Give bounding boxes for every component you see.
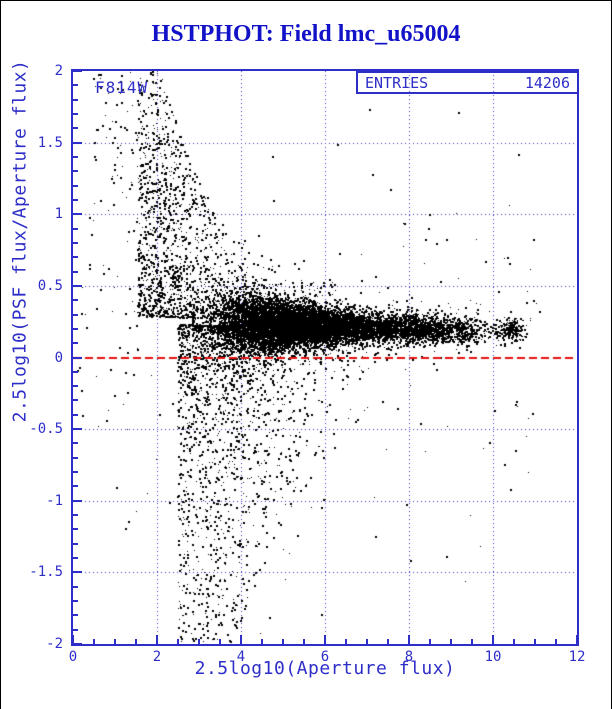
x-tick xyxy=(450,639,452,644)
plot-frame: F814W xyxy=(71,69,579,646)
x-tick xyxy=(345,639,347,644)
y-tick xyxy=(73,328,78,330)
x-tick xyxy=(177,639,179,644)
y-tick xyxy=(73,586,78,588)
x-axis-title: 2.5log10(Aperture flux) xyxy=(194,658,456,679)
y-tick xyxy=(73,142,82,144)
y-tick xyxy=(73,99,78,101)
x-tick xyxy=(366,639,368,644)
x-tick xyxy=(555,639,557,644)
y-tick xyxy=(73,314,78,316)
x-tick xyxy=(114,639,116,644)
y-tick xyxy=(73,385,78,387)
x-tick xyxy=(387,639,389,644)
y-tick xyxy=(73,543,78,545)
y-tick-label: -2 xyxy=(46,636,63,652)
y-tick xyxy=(73,113,78,115)
y-tick-label: -1.5 xyxy=(29,564,63,581)
x-tick-label: 0 xyxy=(68,649,78,665)
y-tick xyxy=(73,170,78,172)
y-tick xyxy=(73,528,78,530)
x-tick xyxy=(408,635,410,644)
x-tick xyxy=(471,639,473,644)
y-tick xyxy=(73,357,82,359)
scatter-plot-canvas xyxy=(73,71,577,644)
x-tick xyxy=(492,635,494,644)
y-tick xyxy=(73,629,78,631)
y-tick xyxy=(73,228,78,230)
y-tick xyxy=(73,600,78,602)
y-tick-label: 2 xyxy=(54,63,63,79)
y-tick xyxy=(73,285,82,287)
y-tick xyxy=(73,614,78,616)
y-tick-label: 0.5 xyxy=(37,277,63,294)
y-tick-label: 1 xyxy=(54,206,63,223)
y-tick xyxy=(73,471,78,473)
entries-box: ENTRIES 14206 xyxy=(356,71,579,94)
y-tick-label: -0.5 xyxy=(29,421,63,438)
y-tick xyxy=(73,500,82,502)
y-tick xyxy=(73,199,78,201)
x-tick xyxy=(240,635,242,644)
y-tick xyxy=(73,399,78,401)
x-tick xyxy=(135,639,137,644)
y-tick xyxy=(73,485,78,487)
x-tick xyxy=(219,639,221,644)
y-tick xyxy=(73,514,78,516)
y-tick-label: -1 xyxy=(46,492,63,509)
x-tick xyxy=(93,639,95,644)
x-tick-label: 2 xyxy=(152,649,162,665)
y-tick xyxy=(73,84,78,86)
y-tick-label: 1.5 xyxy=(37,134,63,151)
x-tick-label: 6 xyxy=(320,649,330,665)
x-tick xyxy=(261,639,263,644)
y-axis-title: 2.5log10(PSF flux/Aperture flux) xyxy=(9,59,31,423)
y-tick xyxy=(73,242,78,244)
x-tick-label: 4 xyxy=(236,649,246,665)
x-tick-label: 10 xyxy=(484,649,502,665)
y-tick xyxy=(73,127,78,129)
y-tick xyxy=(73,256,78,258)
y-tick xyxy=(73,557,78,559)
y-tick xyxy=(73,185,78,187)
entries-value: 14206 xyxy=(524,73,570,92)
y-tick xyxy=(73,571,82,573)
x-tick xyxy=(534,639,536,644)
y-tick xyxy=(73,457,78,459)
y-tick xyxy=(73,371,78,373)
filter-label: F814W xyxy=(95,78,149,97)
y-tick xyxy=(73,70,82,72)
page-title: HSTPHOT: Field lmc_u65004 xyxy=(151,21,461,47)
y-tick xyxy=(73,428,82,430)
x-tick xyxy=(576,635,578,644)
y-tick xyxy=(73,643,82,645)
y-tick-label: 0 xyxy=(54,349,63,366)
x-tick xyxy=(429,639,431,644)
x-tick-label: 12 xyxy=(568,649,586,665)
x-tick xyxy=(303,639,305,644)
y-tick xyxy=(73,299,78,301)
y-tick xyxy=(73,342,78,344)
x-tick xyxy=(72,635,74,644)
y-tick xyxy=(73,213,82,215)
x-tick xyxy=(156,635,158,644)
y-tick xyxy=(73,271,78,273)
y-tick xyxy=(73,442,78,444)
y-tick xyxy=(73,414,78,416)
x-tick xyxy=(198,639,200,644)
x-tick-label: 8 xyxy=(404,649,414,665)
x-tick xyxy=(513,639,515,644)
x-tick xyxy=(324,635,326,644)
y-tick xyxy=(73,156,78,158)
entries-label: ENTRIES xyxy=(365,73,429,92)
x-tick xyxy=(282,639,284,644)
